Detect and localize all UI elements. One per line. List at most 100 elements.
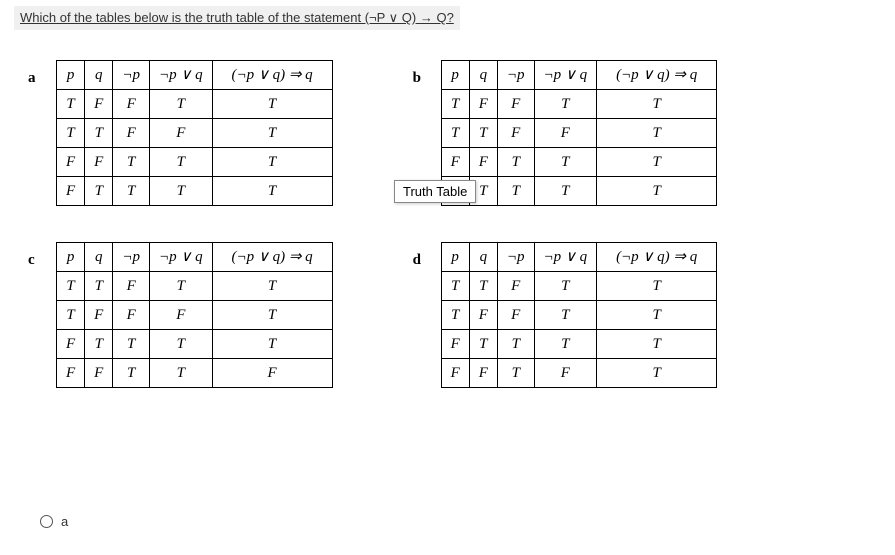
table-row: FTTTT xyxy=(57,330,333,359)
th: ¬p ∨ q xyxy=(149,61,212,90)
td: F xyxy=(497,119,534,148)
td: T xyxy=(441,90,469,119)
td: F xyxy=(57,330,85,359)
option-label-b: b xyxy=(413,70,427,87)
table-row: TTFFT xyxy=(57,119,333,148)
td: F xyxy=(149,119,212,148)
th: ¬p xyxy=(497,243,534,272)
td: T xyxy=(597,148,717,177)
table-row: FFTTF xyxy=(57,359,333,388)
td: T xyxy=(597,119,717,148)
truth-table-c: p q ¬p ¬p ∨ q (¬p ∨ q) ⇒ q TTFTT TFFFT F… xyxy=(56,242,333,388)
td: F xyxy=(85,301,113,330)
td: T xyxy=(534,90,597,119)
td: T xyxy=(597,177,717,206)
td: T xyxy=(113,330,150,359)
option-d: d p q ¬p ¬p ∨ q (¬p ∨ q) ⇒ q TTFTT TFFTT… xyxy=(413,242,718,388)
th: ¬p xyxy=(113,61,150,90)
option-label-d: d xyxy=(413,252,427,269)
table-header-row: p q ¬p ¬p ∨ q (¬p ∨ q) ⇒ q xyxy=(57,61,333,90)
td: T xyxy=(497,148,534,177)
td: T xyxy=(597,301,717,330)
td: T xyxy=(497,177,534,206)
td: T xyxy=(149,177,212,206)
answer-option-a[interactable]: a xyxy=(40,514,68,529)
radio-icon[interactable] xyxy=(40,515,53,528)
td: T xyxy=(212,177,332,206)
option-a: a p q ¬p ¬p ∨ q (¬p ∨ q) ⇒ q TFFTT TTFFT… xyxy=(28,60,333,206)
td: T xyxy=(212,330,332,359)
td: T xyxy=(534,177,597,206)
td: F xyxy=(441,330,469,359)
td: T xyxy=(441,301,469,330)
td: T xyxy=(149,359,212,388)
td: T xyxy=(212,90,332,119)
td: F xyxy=(57,359,85,388)
td: F xyxy=(534,359,597,388)
th: q xyxy=(469,243,497,272)
table-header-row: p q ¬p ¬p ∨ q (¬p ∨ q) ⇒ q xyxy=(57,243,333,272)
td: T xyxy=(149,330,212,359)
td: F xyxy=(441,359,469,388)
truth-table-tooltip: Truth Table xyxy=(394,180,476,203)
table-header-row: p q ¬p ¬p ∨ q (¬p ∨ q) ⇒ q xyxy=(441,243,717,272)
td: F xyxy=(113,272,150,301)
grid-row-2: c p q ¬p ¬p ∨ q (¬p ∨ q) ⇒ q TTFTT TFFFT… xyxy=(28,242,867,388)
td: T xyxy=(149,272,212,301)
th: ¬p ∨ q xyxy=(149,243,212,272)
th: q xyxy=(85,243,113,272)
td: T xyxy=(57,90,85,119)
option-c: c p q ¬p ¬p ∨ q (¬p ∨ q) ⇒ q TTFTT TFFFT… xyxy=(28,242,333,388)
th: ¬p ∨ q xyxy=(534,61,597,90)
th: (¬p ∨ q) ⇒ q xyxy=(212,243,332,272)
td: T xyxy=(597,90,717,119)
table-row: TFFTT xyxy=(57,90,333,119)
td: F xyxy=(57,148,85,177)
th: (¬p ∨ q) ⇒ q xyxy=(212,61,332,90)
table-row: TFFTT xyxy=(441,90,717,119)
td: T xyxy=(534,272,597,301)
answer-label: a xyxy=(61,514,68,529)
td: T xyxy=(57,119,85,148)
td: T xyxy=(85,330,113,359)
td: F xyxy=(497,301,534,330)
td: F xyxy=(149,301,212,330)
td: F xyxy=(113,119,150,148)
td: F xyxy=(212,359,332,388)
td: T xyxy=(497,330,534,359)
td: T xyxy=(597,330,717,359)
td: F xyxy=(85,90,113,119)
td: F xyxy=(469,359,497,388)
td: T xyxy=(597,272,717,301)
td: T xyxy=(113,359,150,388)
th: ¬p xyxy=(113,243,150,272)
td: T xyxy=(441,119,469,148)
th: p xyxy=(57,243,85,272)
td: T xyxy=(85,272,113,301)
option-label-a: a xyxy=(28,70,42,87)
td: T xyxy=(57,301,85,330)
th: p xyxy=(441,61,469,90)
td: T xyxy=(469,272,497,301)
table-row: TTFFT xyxy=(441,119,717,148)
truth-table-b: p q ¬p ¬p ∨ q (¬p ∨ q) ⇒ q TFFTT TTFFT F… xyxy=(441,60,718,206)
question-text: Which of the tables below is the truth t… xyxy=(14,6,460,30)
table-row: TFFFT xyxy=(57,301,333,330)
td: T xyxy=(212,272,332,301)
td: F xyxy=(469,148,497,177)
th: ¬p xyxy=(497,61,534,90)
table-row: FTTTT xyxy=(441,330,717,359)
td: T xyxy=(149,90,212,119)
td: T xyxy=(534,301,597,330)
td: F xyxy=(113,90,150,119)
td: F xyxy=(469,90,497,119)
td: T xyxy=(212,301,332,330)
table-row: TTFTT xyxy=(57,272,333,301)
td: T xyxy=(497,359,534,388)
td: T xyxy=(149,148,212,177)
table-row: FFTFT xyxy=(441,359,717,388)
table-row: TFFTT xyxy=(441,301,717,330)
td: F xyxy=(85,359,113,388)
th: p xyxy=(57,61,85,90)
td: T xyxy=(534,148,597,177)
